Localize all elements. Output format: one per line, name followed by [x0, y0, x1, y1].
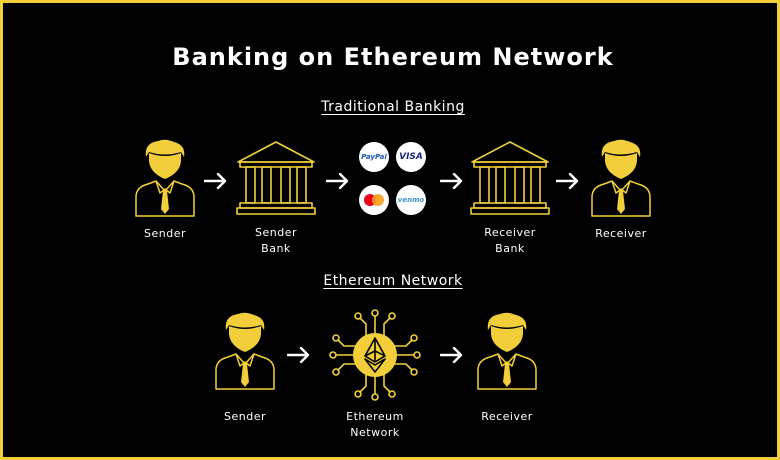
node-label-receiver: Receiver — [595, 227, 647, 240]
arrow-right-icon — [440, 173, 463, 189]
paypal-logo-icon: PayPal — [359, 142, 389, 172]
arrow-right-icon — [287, 347, 310, 363]
page-title: Banking on Ethereum Network — [172, 43, 614, 71]
traditional-banking-heading: Traditional Banking — [321, 99, 465, 115]
mastercard-logo-icon — [359, 185, 389, 215]
venmo-logo-icon: venmo — [396, 185, 426, 215]
sender-bank-icon — [236, 141, 316, 215]
arrow-right-icon — [326, 173, 349, 189]
arrow-right-icon — [440, 347, 463, 363]
arrow-right-icon — [556, 173, 579, 189]
receiver-person-icon — [477, 312, 537, 390]
arrow-right-icon — [204, 173, 227, 189]
receiver-person-icon — [591, 139, 651, 217]
node-label-sender: Sender — [144, 227, 186, 240]
node-label-sender-bank: Sender Bank — [255, 226, 297, 255]
receiver-bank-icon — [470, 141, 550, 215]
ethereum-chip-icon — [329, 309, 421, 401]
node-label-ethereum-network: Ethereum Network — [346, 410, 404, 439]
node-label-eth-receiver: Receiver — [481, 410, 533, 423]
node-label-eth-sender: Sender — [224, 410, 266, 423]
ethereum-network-heading: Ethereum Network — [323, 273, 463, 289]
visa-logo-icon: VISA — [396, 142, 426, 172]
sender-person-icon — [135, 139, 195, 217]
sender-person-icon — [215, 312, 275, 390]
node-label-receiver-bank: Receiver Bank — [484, 226, 536, 255]
